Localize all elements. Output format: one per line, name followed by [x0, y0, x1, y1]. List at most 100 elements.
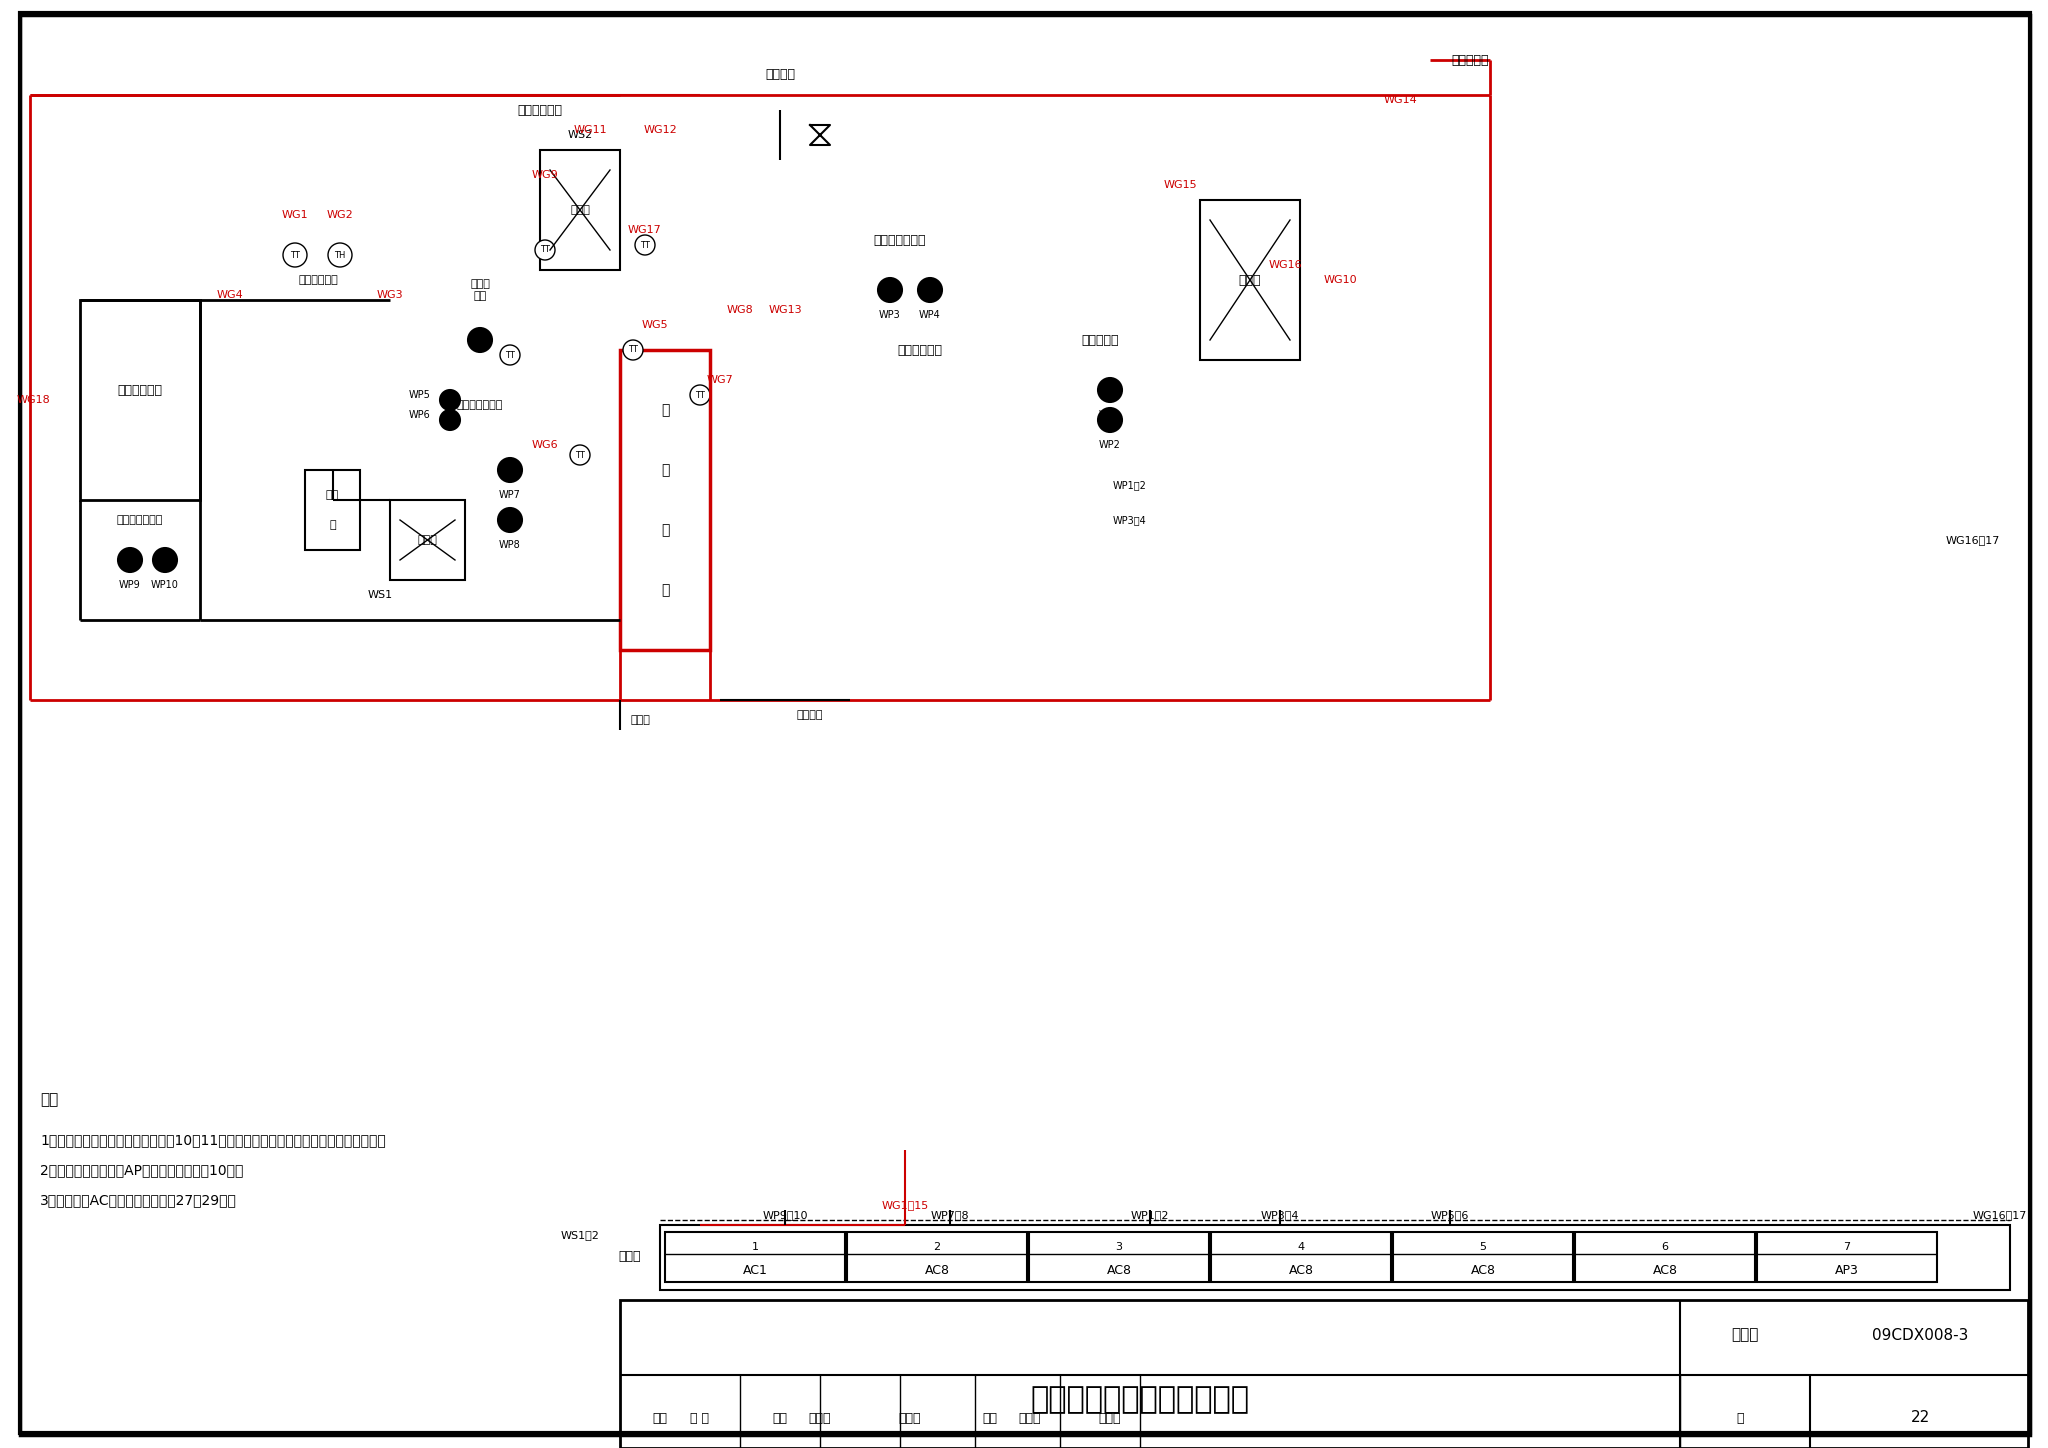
Bar [1210, 1232, 1391, 1281]
Text: 生活热水回水: 生活热水回水 [897, 343, 942, 356]
Text: 太阳能集热器: 太阳能集热器 [117, 384, 162, 397]
Circle shape [498, 508, 522, 531]
Bar [80, 300, 201, 500]
Text: TT: TT [291, 251, 299, 259]
Circle shape [879, 278, 901, 303]
Text: 李永安: 李永安 [809, 1412, 831, 1425]
Text: WP3: WP3 [879, 310, 901, 320]
Text: 图集号: 图集号 [1731, 1328, 1759, 1342]
Circle shape [440, 390, 461, 410]
Bar [1757, 1232, 1937, 1281]
Text: WG13: WG13 [768, 306, 803, 316]
Circle shape [283, 243, 307, 266]
Text: WP10: WP10 [152, 581, 178, 589]
Bar [666, 1232, 846, 1281]
Text: WG5: WG5 [641, 320, 668, 330]
Circle shape [569, 445, 590, 465]
Text: 太阳能采暖热水工艺系统图: 太阳能采暖热水工艺系统图 [1030, 1386, 1249, 1415]
Text: TT: TT [641, 240, 649, 249]
Bar [1028, 1232, 1208, 1281]
Text: WP1、2: WP1、2 [1130, 1211, 1169, 1221]
Text: TT: TT [694, 391, 705, 400]
Text: 22: 22 [1911, 1410, 1929, 1425]
Bar [305, 471, 360, 550]
Text: 6: 6 [1661, 1242, 1669, 1253]
Bar [848, 1232, 1026, 1281]
Circle shape [328, 243, 352, 266]
Circle shape [500, 345, 520, 365]
Text: WP1、2: WP1、2 [1112, 479, 1147, 489]
Text: WP7、8: WP7、8 [930, 1211, 969, 1221]
Text: 换热器: 换热器 [1239, 274, 1262, 287]
Text: WP9、10: WP9、10 [762, 1211, 807, 1221]
Text: WP5: WP5 [410, 390, 430, 400]
Text: WG14: WG14 [1382, 96, 1417, 106]
Text: WG17: WG17 [629, 224, 662, 235]
Text: WG16、17: WG16、17 [1972, 1211, 2028, 1221]
Bar [1393, 1232, 1573, 1281]
Text: 罐: 罐 [330, 520, 336, 530]
Text: 1．配电系统图及互联接线图参见第10、11页中央空调节能控制系统的配电及联线部分。: 1．配电系统图及互联接线图参见第10、11页中央空调节能控制系统的配电及联线部分… [41, 1132, 385, 1147]
Text: 水: 水 [662, 523, 670, 537]
Text: 辅助热源: 辅助热源 [766, 68, 795, 81]
Circle shape [1098, 378, 1122, 403]
Text: 换热器: 换热器 [418, 534, 438, 544]
Text: 换热器: 换热器 [569, 206, 590, 214]
Text: WG15: WG15 [1163, 180, 1196, 190]
Text: WG6: WG6 [532, 440, 559, 450]
Text: 集热系统一次泵: 集热系统一次泵 [117, 515, 164, 526]
Text: AC8: AC8 [1288, 1264, 1313, 1277]
Bar [1200, 200, 1300, 361]
Bar [389, 500, 465, 581]
Circle shape [690, 385, 711, 405]
Text: 贮: 贮 [662, 403, 670, 417]
Text: TT: TT [506, 350, 514, 359]
Text: 4: 4 [1298, 1242, 1305, 1253]
Text: 控制室: 控制室 [618, 1251, 641, 1264]
Text: TH: TH [334, 251, 346, 259]
Text: WP6: WP6 [410, 410, 430, 420]
Text: WS1、2: WS1、2 [561, 1229, 600, 1239]
Text: 2: 2 [934, 1242, 940, 1253]
Text: 页: 页 [1737, 1412, 1743, 1425]
Text: WG3: WG3 [377, 290, 403, 300]
Text: AC8: AC8 [1653, 1264, 1677, 1277]
Bar [541, 151, 621, 269]
Text: 集热系统二次泵: 集热系统二次泵 [457, 400, 504, 410]
Text: WP7: WP7 [500, 489, 520, 500]
Text: WP8: WP8 [500, 540, 520, 550]
Text: WP5、6: WP5、6 [1432, 1211, 1468, 1221]
Text: WP3、4: WP3、4 [1114, 515, 1147, 526]
Text: 热: 热 [662, 463, 670, 476]
Bar [1575, 1232, 1755, 1281]
Text: 系统补水: 系统补水 [797, 710, 823, 720]
Text: AC8: AC8 [924, 1264, 950, 1277]
Text: 校对: 校对 [772, 1412, 788, 1425]
Text: WG7: WG7 [707, 375, 733, 385]
Text: 定压: 定压 [326, 489, 340, 500]
Text: 09CDX008-3: 09CDX008-3 [1872, 1328, 1968, 1342]
Text: 具泉光: 具泉光 [1098, 1412, 1120, 1425]
Text: WG11: WG11 [573, 125, 606, 135]
Circle shape [154, 547, 176, 572]
Text: WG1～15: WG1～15 [881, 1200, 928, 1211]
Circle shape [498, 458, 522, 482]
Text: 生活热水供水: 生活热水供水 [518, 103, 563, 116]
Text: TT: TT [541, 246, 551, 255]
Text: 审核: 审核 [653, 1412, 668, 1425]
Circle shape [1098, 408, 1122, 432]
Text: WS1: WS1 [367, 589, 393, 599]
Text: WP2: WP2 [1100, 440, 1120, 450]
Text: WP3、4: WP3、4 [1262, 1211, 1298, 1221]
Text: WG16: WG16 [1268, 261, 1303, 269]
Text: WP1: WP1 [1100, 410, 1120, 420]
Text: 二次换
热泵: 二次换 热泵 [471, 279, 489, 301]
Text: TT: TT [629, 346, 637, 355]
Text: WG1: WG1 [283, 210, 309, 220]
Text: 1: 1 [752, 1242, 758, 1253]
Text: 生活热水供水泵: 生活热水供水泵 [874, 233, 926, 246]
Text: 5: 5 [1479, 1242, 1487, 1253]
Text: 3．控制柜（AC）代码及选型见第27～29页。: 3．控制柜（AC）代码及选型见第27～29页。 [41, 1193, 238, 1208]
Circle shape [119, 547, 141, 572]
Bar [659, 1225, 2009, 1290]
